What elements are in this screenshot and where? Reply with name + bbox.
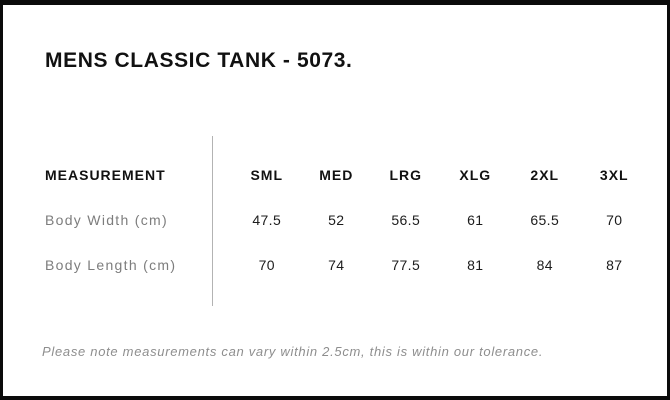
table-row-body-width: Body Width (cm) 47.5 52 56.5 61 65.5 70 — [45, 210, 649, 230]
row-label-body-length: Body Length (cm) — [45, 257, 177, 273]
size-chart-header-row: MEASUREMENT SML MED LRG XLG 2XL 3XL — [45, 165, 649, 185]
measurement-column-header: MEASUREMENT — [45, 167, 166, 183]
size-header-lrg: LRG — [389, 167, 423, 183]
body-width-value-med: 52 — [328, 212, 345, 228]
body-width-value-lrg: 56.5 — [391, 212, 421, 228]
table-divider-line — [212, 136, 213, 306]
body-width-value-2xl: 65.5 — [530, 212, 560, 228]
size-header-med: MED — [319, 167, 354, 183]
row-label-body-width: Body Width (cm) — [45, 212, 168, 228]
body-length-value-xlg: 81 — [467, 257, 484, 273]
size-header-sml: SML — [250, 167, 284, 183]
body-length-value-2xl: 84 — [536, 257, 553, 273]
table-row-body-length: Body Length (cm) 70 74 77.5 81 84 87 — [45, 255, 649, 275]
body-width-value-3xl: 70 — [606, 212, 623, 228]
body-width-value-sml: 47.5 — [252, 212, 282, 228]
size-header-xlg: XLG — [459, 167, 492, 183]
body-length-value-lrg: 77.5 — [391, 257, 421, 273]
body-length-value-sml: 70 — [258, 257, 275, 273]
body-length-value-3xl: 87 — [606, 257, 623, 273]
tolerance-note: Please note measurements can vary within… — [42, 344, 544, 359]
body-length-value-med: 74 — [328, 257, 345, 273]
size-header-2xl: 2XL — [530, 167, 560, 183]
body-width-value-xlg: 61 — [467, 212, 484, 228]
size-header-3xl: 3XL — [599, 167, 629, 183]
product-title: MENS CLASSIC TANK - 5073. — [45, 49, 353, 72]
